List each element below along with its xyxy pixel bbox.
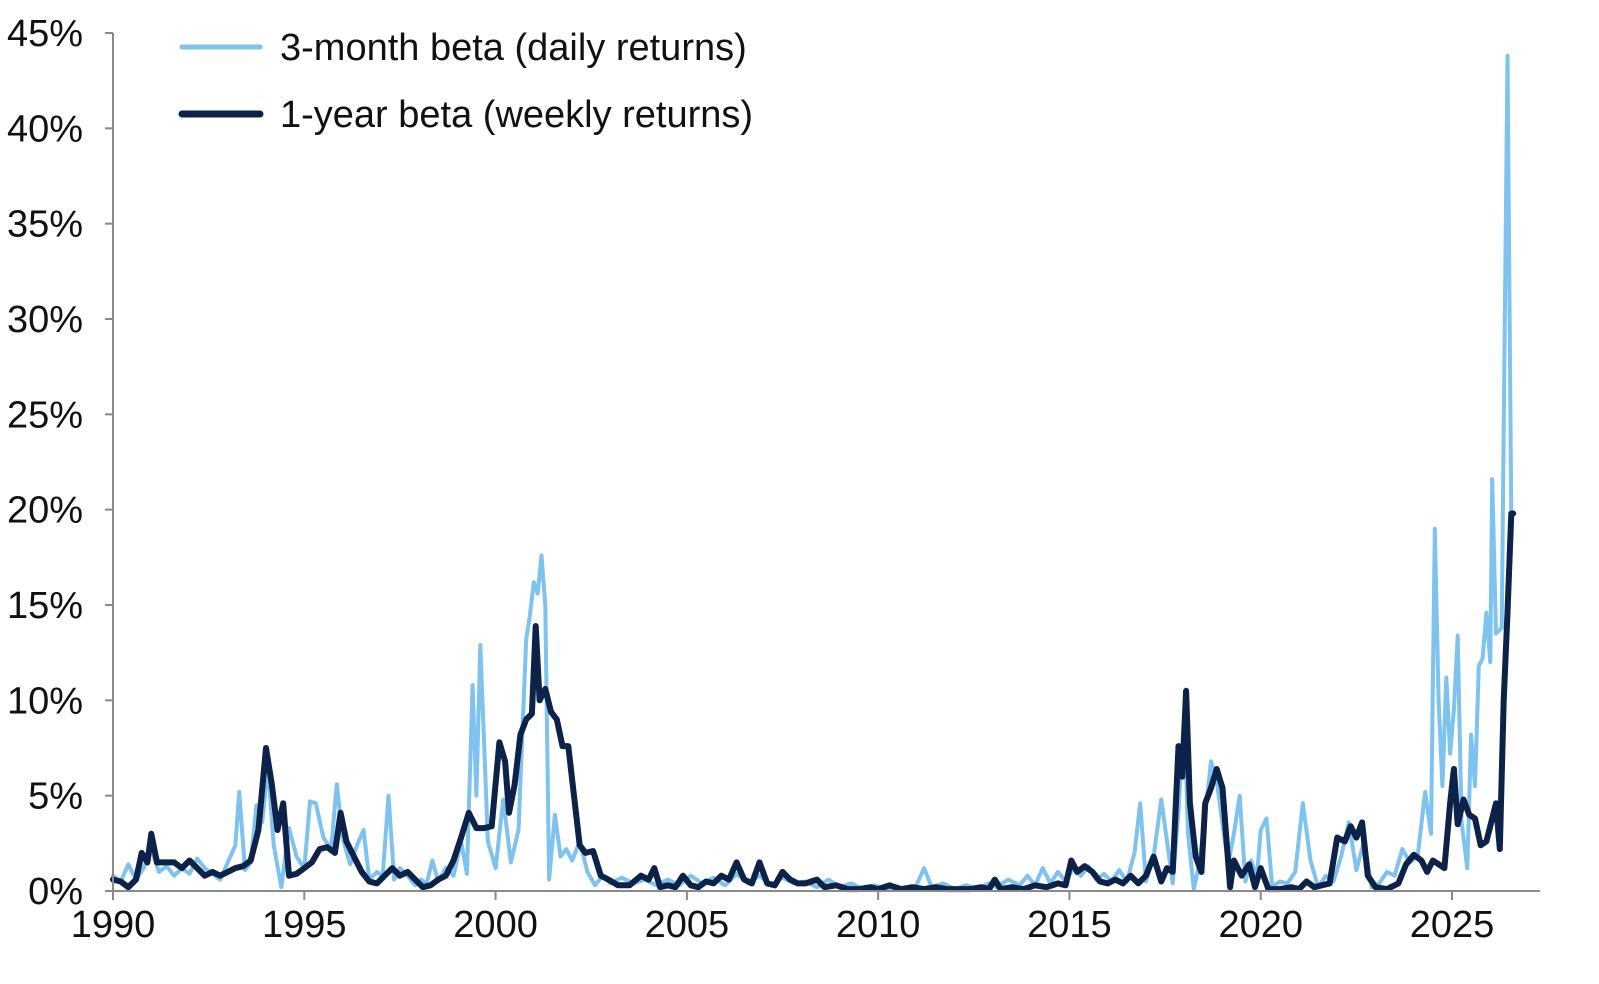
- x-tick-label: 2025: [1410, 904, 1495, 946]
- series-layer: [110, 53, 1517, 893]
- legend-label-3-month-beta: 3-month beta (daily returns): [280, 27, 747, 69]
- y-tick-label: 25%: [7, 394, 83, 436]
- y-tick-label: 35%: [7, 204, 83, 246]
- y-tick-label: 5%: [28, 776, 83, 818]
- y-tick-label: 20%: [7, 490, 83, 532]
- x-tick-label: 2015: [1027, 904, 1112, 946]
- y-tick-label: 15%: [7, 585, 83, 627]
- series-line-1-year-beta: [110, 510, 1517, 893]
- x-tick-label: 2005: [645, 904, 730, 946]
- x-axis-ticks: 1990 1995 2000 2005 2010 2015 2020 2025: [71, 891, 1495, 946]
- y-tick-label: 10%: [7, 680, 83, 722]
- y-axis-ticks: 0% 5% 10% 15% 20% 25% 30% 35% 40% 45%: [7, 13, 113, 913]
- x-tick-label: 2000: [453, 904, 538, 946]
- y-tick-label: 0%: [28, 871, 83, 913]
- x-tick-label: 1990: [71, 904, 156, 946]
- series-line-3-month-beta: [111, 53, 1514, 892]
- y-tick-label: 30%: [7, 299, 83, 341]
- y-tick-label: 40%: [7, 108, 83, 150]
- legend-label-1-year-beta: 1-year beta (weekly returns): [280, 94, 753, 136]
- x-tick-label: 1995: [262, 904, 347, 946]
- y-tick-label: 45%: [7, 13, 83, 55]
- plot-area: 0% 5% 10% 15% 20% 25% 30% 35% 40% 45% 1990 1995 200…: [7, 13, 1540, 946]
- x-tick-label: 2010: [836, 904, 921, 946]
- x-tick-label: 2020: [1218, 904, 1303, 946]
- legend: 3-month beta (daily returns) 1-year beta…: [178, 27, 753, 136]
